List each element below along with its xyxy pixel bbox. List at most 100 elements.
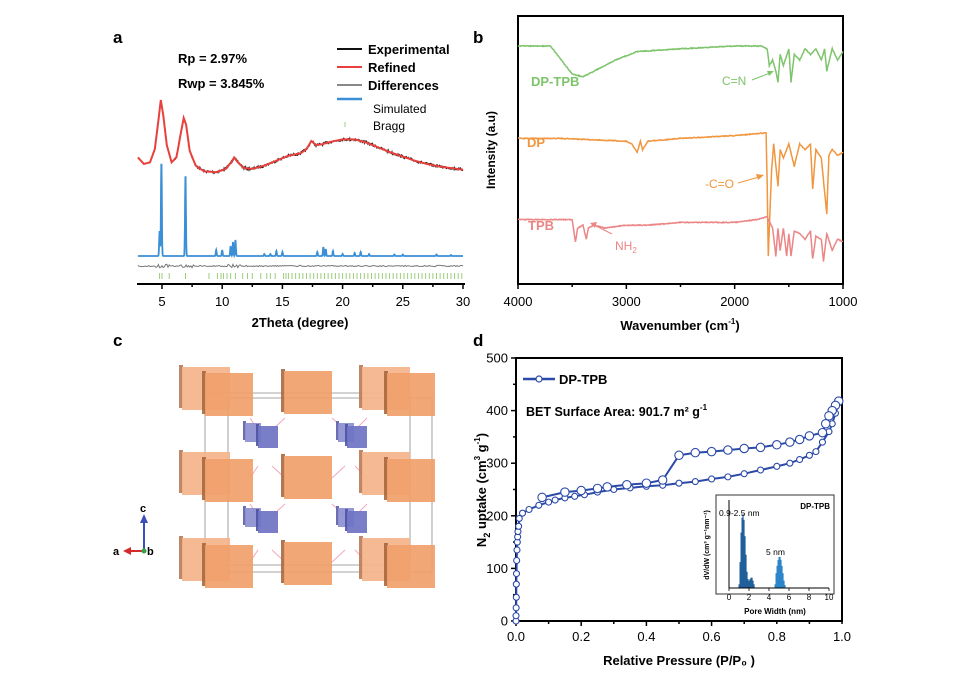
data-point-desorption bbox=[824, 411, 834, 421]
x-tick-label: 0.8 bbox=[768, 629, 786, 644]
histogram-bar bbox=[746, 571, 748, 588]
linker-bond bbox=[331, 549, 346, 563]
legend-label-experimental: Experimental bbox=[368, 42, 450, 57]
data-point-desorption bbox=[674, 450, 684, 461]
y-tick-label: 200 bbox=[486, 508, 508, 523]
x-tick-label: 10 bbox=[215, 294, 229, 309]
series-label-dp: DP bbox=[527, 135, 545, 150]
data-point-desorption bbox=[622, 480, 632, 490]
x-tick-label: 20 bbox=[335, 294, 349, 309]
data-point-adsorption bbox=[812, 448, 820, 456]
data-point-desorption bbox=[602, 482, 613, 492]
legend-label-refined: Refined bbox=[368, 60, 416, 75]
panel-b-plot bbox=[517, 44, 844, 262]
data-point-desorption bbox=[706, 446, 717, 457]
histogram-bar bbox=[777, 559, 779, 588]
panel-c-structure: c a b bbox=[113, 365, 435, 588]
annotation-co: -C=O bbox=[705, 177, 734, 191]
x-tick-label: 1000 bbox=[829, 294, 858, 309]
histogram-bar bbox=[738, 584, 740, 588]
data-point-adsorption bbox=[515, 522, 523, 530]
data-point-desorption bbox=[537, 492, 547, 503]
x-tick-label: 30 bbox=[456, 294, 470, 309]
x-tick-label: 2000 bbox=[720, 294, 749, 309]
data-point-desorption bbox=[739, 443, 749, 454]
panel-label-a: a bbox=[113, 28, 123, 47]
y-tick-label: 400 bbox=[486, 403, 508, 418]
histogram-bar bbox=[753, 584, 755, 588]
data-point-adsorption bbox=[786, 459, 794, 467]
data-point-adsorption bbox=[724, 473, 732, 481]
histogram-bar bbox=[780, 559, 782, 588]
data-point-desorption bbox=[723, 445, 733, 455]
data-point-adsorption bbox=[805, 451, 813, 459]
small-block-front-side bbox=[345, 424, 348, 446]
axis-b-dot bbox=[141, 548, 147, 554]
large-block-front-side bbox=[281, 369, 285, 412]
large-block-back-side bbox=[359, 536, 363, 579]
data-point-adsorption bbox=[818, 438, 826, 446]
legend-marker-dp-tpb bbox=[535, 375, 543, 383]
large-block-front-side bbox=[281, 540, 285, 583]
panel-a-xlabel: 2Theta (degree) bbox=[252, 315, 349, 330]
histogram-bar bbox=[784, 585, 786, 588]
large-block-back-side bbox=[359, 365, 363, 408]
histogram-bar bbox=[778, 556, 780, 588]
legend-a: Experimental Refined Differences Simulat… bbox=[337, 42, 450, 133]
annotation-nh2: NH2 bbox=[615, 239, 637, 255]
large-block-front bbox=[384, 543, 435, 588]
crystal-structure bbox=[179, 365, 435, 588]
small-block-front bbox=[345, 424, 367, 448]
inset-x-tick-label: 10 bbox=[825, 593, 834, 602]
histogram-bar bbox=[779, 556, 781, 588]
x-tick-label: 1.0 bbox=[833, 629, 851, 644]
panel-a-ticks: 5 10 15 20 25 30 bbox=[158, 284, 470, 309]
small-block-front bbox=[256, 424, 278, 448]
annotation-cn: C=N bbox=[722, 74, 746, 88]
large-block-front-face bbox=[387, 545, 435, 588]
small-block-front-side bbox=[256, 424, 259, 446]
arrowhead-cn bbox=[767, 71, 774, 76]
data-point-adsorption bbox=[796, 455, 804, 464]
inset-x-tick-label: 6 bbox=[787, 593, 792, 602]
data-point-adsorption bbox=[691, 478, 699, 486]
large-block-front-face bbox=[284, 371, 332, 414]
large-block-front bbox=[281, 454, 332, 499]
pore-size-inset: 0 2 4 6 8 10 DP-TPB 0.9-2.5 nm 5 nm Pore Widt… bbox=[704, 494, 835, 616]
large-block-front-side bbox=[202, 457, 206, 500]
rp-annotation: Rp = 2.97% bbox=[178, 51, 247, 66]
data-point-adsorption bbox=[525, 505, 533, 514]
x-tick-label: 0.6 bbox=[703, 629, 721, 644]
data-point-adsorption bbox=[675, 479, 683, 487]
histogram-bar bbox=[744, 536, 746, 588]
series-tpb bbox=[517, 215, 844, 262]
histogram-bar bbox=[739, 562, 741, 588]
data-point-adsorption bbox=[708, 475, 716, 483]
series-experimental bbox=[174, 117, 464, 175]
y-tick-label: 100 bbox=[486, 561, 508, 576]
data-point-desorption bbox=[657, 475, 668, 485]
data-point-desorption bbox=[755, 442, 766, 453]
x-tick-label: 0.0 bbox=[507, 629, 525, 644]
large-block-front bbox=[384, 457, 435, 502]
bet-annotation: BET Surface Area: 901.7 m² g-1 bbox=[526, 403, 708, 419]
histogram-bar bbox=[783, 580, 785, 588]
data-point-adsorption bbox=[518, 509, 527, 517]
small-block-back-side bbox=[243, 421, 246, 440]
large-block-front-side bbox=[384, 543, 388, 586]
panel-d-xlabel: Relative Pressure (P/P₀ ) bbox=[603, 653, 755, 668]
data-point-desorption bbox=[772, 440, 782, 450]
data-point-adsorption bbox=[773, 462, 781, 470]
histogram-bar bbox=[782, 573, 784, 588]
inset-plot: 0 2 4 6 8 10 bbox=[727, 500, 834, 602]
data-point-adsorption bbox=[740, 470, 748, 478]
legend-label-simulated: Simulated bbox=[373, 102, 426, 116]
axis-a-label: a bbox=[113, 546, 120, 558]
x-tick-label: 3000 bbox=[612, 294, 641, 309]
small-block-front-face bbox=[258, 426, 278, 448]
data-point-adsorption bbox=[756, 466, 765, 474]
rwp-annotation: Rwp = 3.845% bbox=[178, 76, 265, 91]
